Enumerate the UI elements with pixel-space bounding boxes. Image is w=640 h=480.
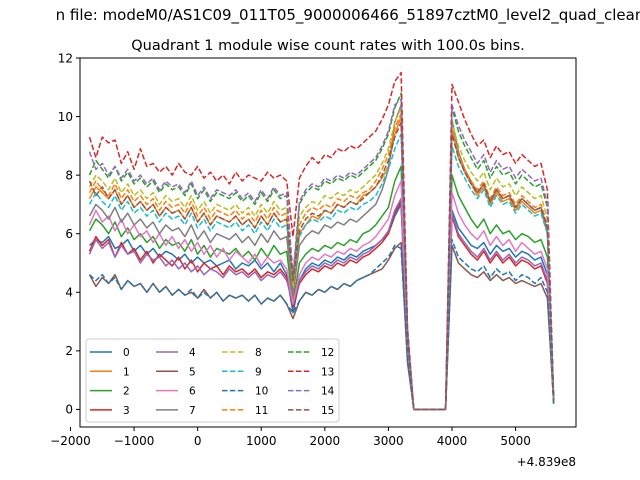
series-line-2 [88,165,555,411]
figure-suptitle: n file: modeM0/AS1C09_011T05_9000006466_… [0,6,640,24]
series-lines [88,71,555,411]
x-tick-label: 0 [194,434,202,448]
y-tick-label: 8 [65,168,73,182]
series-line-0 [88,203,555,411]
series-line-12 [88,92,555,411]
series-line-4 [88,197,555,411]
legend-label-11: 11 [255,405,268,417]
series-line-9 [88,133,555,411]
series-line-3 [88,200,555,411]
x-tick-label: −1000 [114,434,155,448]
series-line-6 [88,180,555,411]
y-tick-label: 12 [58,51,73,65]
legend-label-10: 10 [255,386,268,398]
x-axis: −2000 −1000 0 1000 2000 3000 4000 5000 [50,427,531,448]
legend-label-2: 2 [123,386,130,398]
legend-label-3: 3 [123,405,130,417]
x-offset-label: +4.839e8 [517,455,576,469]
x-tick-label: 2000 [310,434,341,448]
legend-box [85,338,340,423]
x-tick-label: 3000 [373,434,404,448]
plot-frame [79,57,577,428]
legend-label-6: 6 [189,386,196,398]
y-tick-label: 6 [65,227,73,241]
y-tick-label: 2 [65,344,73,358]
series-line-11 [88,112,555,411]
legend-label-14: 14 [321,386,335,398]
x-tick-label: 1000 [246,434,277,448]
figure-suptitle-text: n file: modeM0/AS1C09_011T05_9000006466_… [55,6,640,24]
legend-label-13: 13 [321,366,334,378]
legend-label-0: 0 [123,347,130,359]
y-tick-label: 4 [65,286,73,300]
x-tick-label: 4000 [437,434,468,448]
legend-label-8: 8 [255,347,262,359]
series-line-15 [88,121,555,411]
x-tick-label: 5000 [500,434,531,448]
legend-label-1: 1 [123,366,130,378]
chart-title: Quadrant 1 module wise count rates with … [131,38,525,54]
legend-label-9: 9 [255,366,262,378]
series-line-8 [88,107,555,411]
y-tick-label: 0 [65,403,73,417]
legend-label-5: 5 [189,366,196,378]
legend-label-7: 7 [189,405,196,417]
series-line-10 [88,238,555,411]
x-tick-label: −2000 [50,434,91,448]
legend-label-15: 15 [321,405,334,417]
legend-label-4: 4 [189,347,196,359]
y-axis: 0 2 4 6 8 10 12 [58,51,80,417]
series-line-14 [88,98,555,411]
legend-label-12: 12 [321,347,334,359]
series-line-13 [88,71,555,411]
y-tick-label: 10 [58,110,73,124]
